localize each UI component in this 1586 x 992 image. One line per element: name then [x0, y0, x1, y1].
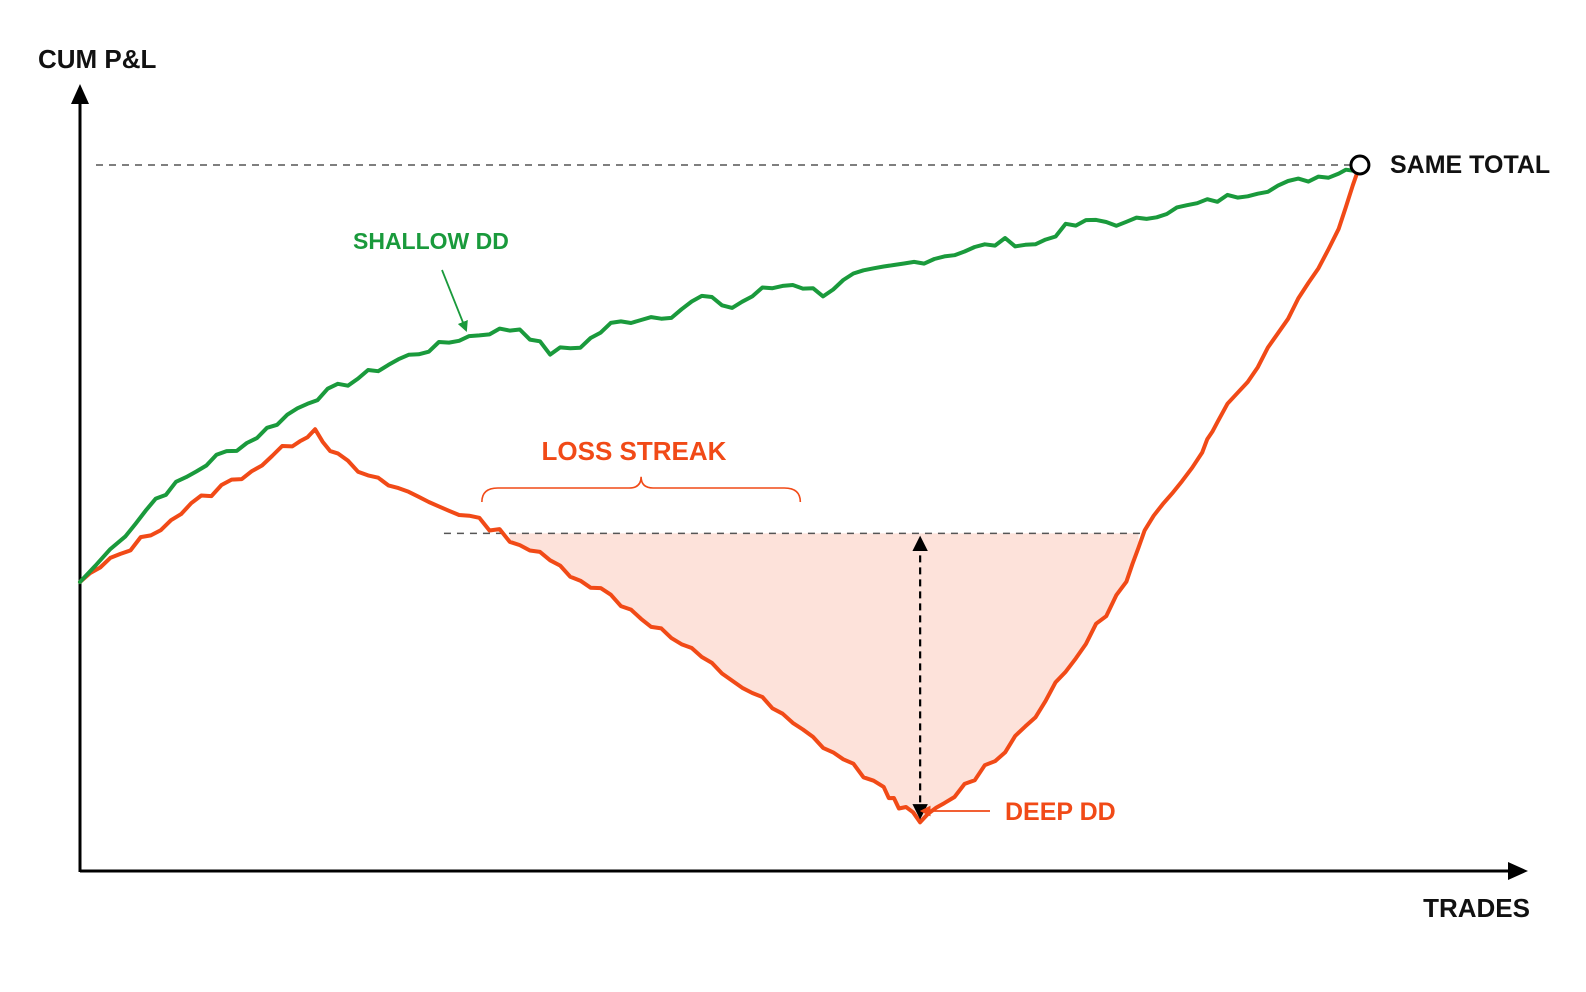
- shallow-dd-label: SHALLOW DD: [353, 228, 509, 254]
- shallow-dd-series-line: [78, 163, 1362, 584]
- x-axis-label: TRADES: [1423, 893, 1530, 923]
- x-axis-arrow: [1508, 862, 1528, 880]
- drawdown-area: [509, 533, 1139, 823]
- loss-streak-brace: [481, 476, 802, 503]
- loss-streak-label: LOSS STREAK: [542, 436, 727, 466]
- deep-dd-series-line: [78, 163, 1362, 825]
- same-total-end-marker: [1349, 154, 1371, 176]
- y-axis-label: CUM P&L: [38, 44, 157, 74]
- shallow-dd-pointer-arrow: [441, 269, 468, 333]
- deep-dd-label: DEEP DD: [1005, 798, 1116, 826]
- y-axis-arrow: [71, 84, 89, 104]
- same-total-label: SAME TOTAL: [1390, 151, 1550, 179]
